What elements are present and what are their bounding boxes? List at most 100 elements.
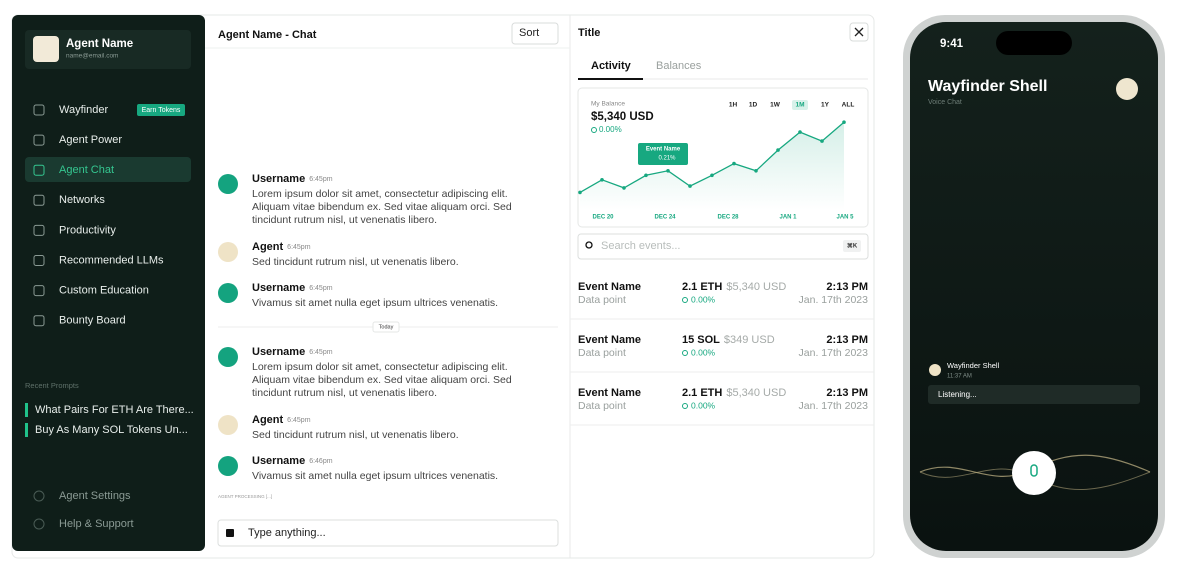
search-box[interactable] [577,233,869,260]
panel-title: Title [578,27,600,39]
menu-icon [33,164,45,176]
event-time: 2:13 PM [826,281,868,293]
username: Username [252,346,305,358]
event-date: Jan. 17th 2023 [799,294,869,306]
phone-title: Wayfinder Shell [928,78,1047,95]
message-text: Sed tincidunt rutrum nisl, ut venenatis … [252,256,459,268]
message-header: Agent 6:45pm [252,414,311,426]
period[interactable]: 1Y [821,102,830,109]
menu-item[interactable]: Recommended LLMs [59,254,164,266]
menu-item[interactable]: Agent Power [59,134,122,146]
event-name: Event Name [578,387,641,399]
search-shortcut: ⌘K [847,243,858,250]
x-label: DEC 20 [592,215,614,221]
event-change: 0.00% [691,400,716,410]
divider-label: Today [379,324,394,330]
menu-icon [33,134,45,146]
mic-icon [1030,464,1038,477]
recent-prompt[interactable]: What Pairs For ETH Are There... [35,404,194,416]
message-text: Aliquam vitae bibendum ex. Sed vitae ali… [252,201,512,213]
username: Agent [252,241,284,253]
search-placeholder: Search events... [601,240,681,252]
agent-status: AGENT PROCESSING [...] [218,494,272,499]
event-usd: $5,340 USD [726,387,786,399]
username: Username [252,173,305,185]
period[interactable]: 1D [749,102,758,109]
period[interactable]: 1H [729,102,738,109]
message-header: Username 6:45pm [252,173,333,185]
sort-button[interactable] [511,22,559,45]
prompt-marker [25,403,28,417]
message-header: Username 6:46pm [252,455,333,467]
period-active [792,100,808,110]
menu-item[interactable]: Productivity [59,224,116,236]
x-label: DEC 24 [654,215,676,221]
event-amount-line: 2.1 ETH $5,340 USD [682,387,786,399]
chat-input[interactable] [217,519,559,547]
x-label: DEC 28 [717,215,739,221]
x-label: JAN 5 [836,215,854,221]
listening-text: Listening... [938,390,977,399]
footer-item[interactable]: Help & Support [59,518,134,530]
message-text: Lorem ipsum dolor sit amet, consectetur … [252,361,508,373]
timestamp: 6:46pm [309,458,333,465]
message-text: tincidunt rutrum nisl, ut venenatis libe… [252,214,437,226]
message-text: Aliquam vitae bibendum ex. Sed vitae ali… [252,374,512,386]
period[interactable]: 1M [795,102,804,109]
phone-screen [910,22,1158,551]
avatar [218,347,238,367]
agent-avatar [33,36,59,62]
event-subtitle: Data point [578,347,626,359]
sidebar [12,15,205,551]
data-point [776,148,780,152]
agent-card[interactable] [25,30,191,69]
footer-item[interactable]: Agent Settings [59,490,131,502]
sort-label[interactable]: Sort [519,27,539,39]
message-text: Lorem ipsum dolor sit amet, consectetur … [252,188,508,200]
agent-email: name@email.com [66,53,118,60]
data-point [644,173,648,178]
avatar [218,242,238,262]
section-label: Recent Prompts [25,381,79,390]
data-point [754,169,758,173]
timestamp: 6:45pm [309,176,333,183]
menu-icon [33,315,45,327]
message-text: Vivamus sit amet nulla eget ipsum ultric… [252,297,498,309]
balance: $5,340 USD [591,111,654,123]
menu-icon [33,255,45,266]
recent-prompt[interactable]: Buy As Many SOL Tokens Un... [35,424,188,436]
divider-label-bg [372,321,400,333]
menu-icon [33,285,45,297]
status-time: 9:41 [940,38,964,50]
tab[interactable]: Balances [656,60,702,72]
logo [1116,78,1138,100]
data-point [798,130,802,134]
menu-item[interactable]: Wayfinder [59,104,108,116]
menu-item[interactable]: Bounty Board [59,315,126,327]
message-text: tincidunt rutrum nisl, ut venenatis libe… [252,387,437,399]
menu-icon [33,224,45,236]
input-placeholder: Type anything... [248,527,326,539]
message-header: Username 6:45pm [252,282,333,294]
badge: Earn Tokens [142,107,181,114]
period[interactable]: ALL [842,102,855,109]
timestamp: 6:45pm [287,244,311,251]
username: Username [252,282,305,294]
shortcut-bg [843,240,861,252]
data-point [666,169,670,173]
menu-item[interactable]: Networks [59,194,105,206]
menu-item[interactable]: Custom Education [59,285,149,297]
change-icon [682,297,688,303]
menu-item[interactable]: Agent Chat [59,164,114,176]
timestamp: 6:45pm [309,285,333,292]
badge-bg [137,104,185,116]
event-usd: $5,340 USD [726,281,786,293]
tooltip-change: 0.21% [658,156,676,162]
period[interactable]: 1W [770,102,781,109]
data-point [578,190,582,195]
tooltip [638,143,688,165]
tab[interactable]: Activity [591,60,632,72]
change-icon [591,127,597,133]
mic-button[interactable] [1012,451,1056,495]
